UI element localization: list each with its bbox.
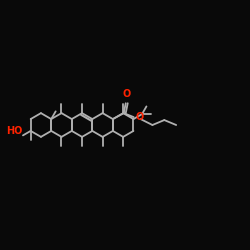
Text: O: O [136, 112, 144, 122]
Text: HO: HO [6, 126, 23, 136]
Text: O: O [122, 89, 131, 99]
